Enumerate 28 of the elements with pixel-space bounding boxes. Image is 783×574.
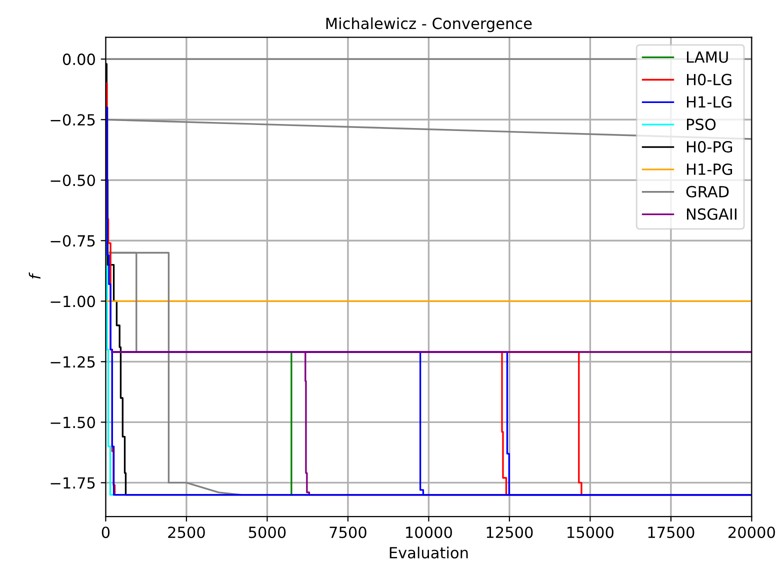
y-tick-label: −0.50 bbox=[50, 174, 95, 186]
legend-label: LAMU bbox=[687, 52, 728, 63]
x-tick-label: 5000 bbox=[248, 526, 286, 538]
y-axis-title: f bbox=[28, 272, 40, 279]
legend-label: PSO bbox=[687, 118, 716, 130]
legend-label: NSGAII bbox=[687, 208, 736, 220]
chart-title: Michalewicz - Convergence bbox=[326, 17, 532, 32]
legend-label: H0-PG bbox=[687, 141, 732, 153]
x-tick-label: 17500 bbox=[648, 526, 694, 538]
x-tick-label: 12500 bbox=[486, 526, 533, 538]
y-tick-label: −1.00 bbox=[50, 296, 95, 308]
y-tick-label: −1.25 bbox=[50, 356, 95, 368]
y-tick-label: −1.50 bbox=[50, 416, 95, 428]
y-tick-label: 0.00 bbox=[62, 54, 95, 66]
x-tick-label: 20000 bbox=[728, 526, 775, 538]
legend-label: GRAD bbox=[686, 186, 729, 198]
x-tick-label: 10000 bbox=[406, 526, 452, 538]
x-tick-label: 0 bbox=[102, 526, 110, 538]
legend-label: H0-LG bbox=[687, 74, 732, 86]
x-tick-label: 7500 bbox=[330, 526, 366, 538]
x-tick-label: 15000 bbox=[568, 526, 614, 538]
x-tick-label: 2500 bbox=[168, 526, 205, 538]
legend-label: H1-LG bbox=[687, 96, 732, 108]
legend-label: H1-PG bbox=[687, 163, 732, 176]
y-tick-label: −0.75 bbox=[50, 235, 95, 247]
x-axis-title: Evaluation bbox=[390, 546, 468, 558]
y-tick-label: −1.75 bbox=[50, 477, 95, 489]
y-tick-label: −0.25 bbox=[50, 114, 95, 126]
